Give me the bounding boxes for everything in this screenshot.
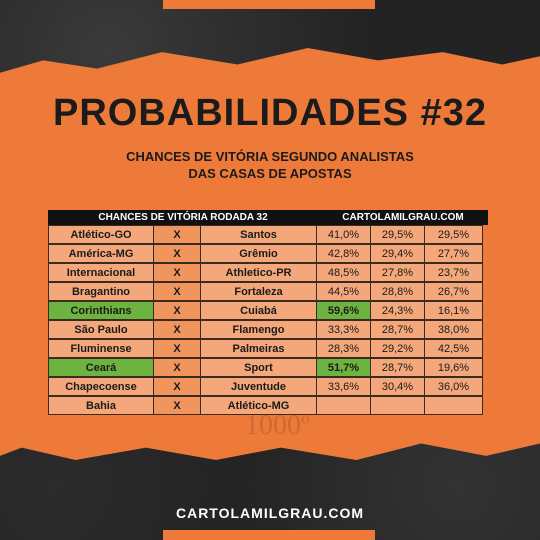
away-team-cell: Cuiabá xyxy=(200,301,317,320)
draw-prob-cell: 29,2% xyxy=(370,339,425,358)
home-team-cell: América-MG xyxy=(48,244,154,263)
versus-cell: X xyxy=(153,263,201,282)
away-team-cell: Santos xyxy=(200,225,317,244)
table-header-right: CARTOLAMILGRAU.COM xyxy=(342,212,464,223)
away-win-prob-cell: 16,1% xyxy=(424,301,483,320)
subtitle-line-1: CHANCES DE VITÓRIA SEGUNDO ANALISTAS xyxy=(126,149,414,164)
table-row: Ceará X Sport 51,7% 28,7% 19,6% xyxy=(48,358,488,377)
away-win-prob-cell: 38,0% xyxy=(424,320,483,339)
draw-prob-cell: 28,7% xyxy=(370,358,425,377)
away-team-cell: Flamengo xyxy=(200,320,317,339)
home-team-cell: Corinthians xyxy=(48,301,154,320)
home-team-cell: Internacional xyxy=(48,263,154,282)
home-team-cell: Chapecoense xyxy=(48,377,154,396)
away-win-prob-cell: 23,7% xyxy=(424,263,483,282)
versus-cell: X xyxy=(153,301,201,320)
home-win-prob-cell: 51,7% xyxy=(316,358,371,377)
table-row: Internacional X Athletico-PR 48,5% 27,8% 23,7… xyxy=(48,263,488,282)
versus-cell: X xyxy=(153,225,201,244)
draw-prob-cell: 24,3% xyxy=(370,301,425,320)
table-row: América-MG X Grêmio 42,8% 29,4% 27,7% xyxy=(48,244,488,263)
home-win-prob-cell: 48,5% xyxy=(316,263,371,282)
away-win-prob-cell: 36,0% xyxy=(424,377,483,396)
footer-site-url: CARTOLAMILGRAU.COM xyxy=(175,505,365,521)
home-team-cell: Atlético-GO xyxy=(48,225,154,244)
away-team-cell: Fortaleza xyxy=(200,282,317,301)
table-row: Atlético-GO X Santos 41,0% 29,5% 29,5% xyxy=(48,225,488,244)
top-accent-strip xyxy=(163,0,375,9)
home-win-prob-cell: 44,5% xyxy=(316,282,371,301)
versus-cell: X xyxy=(153,339,201,358)
away-team-cell: Atlético-MG xyxy=(200,396,317,415)
table-row: Corinthians X Cuiabá 59,6% 24,3% 16,1% xyxy=(48,301,488,320)
home-win-prob-cell: 28,3% xyxy=(316,339,371,358)
away-team-cell: Sport xyxy=(200,358,317,377)
home-win-prob-cell: 59,6% xyxy=(316,301,371,320)
subtitle-line-2: DAS CASAS DE APOSTAS xyxy=(188,166,352,181)
versus-cell: X xyxy=(153,320,201,339)
home-win-prob-cell: 41,0% xyxy=(316,225,371,244)
versus-cell: X xyxy=(153,282,201,301)
table-body: Atlético-GO X Santos 41,0% 29,5% 29,5% América… xyxy=(48,225,488,415)
away-team-cell: Palmeiras xyxy=(200,339,317,358)
away-win-prob-cell: 27,7% xyxy=(424,244,483,263)
probability-table: CHANCES DE VITÓRIA RODADA 32 CARTOLAMILG… xyxy=(48,210,488,415)
home-team-cell: Ceará xyxy=(48,358,154,377)
away-team-cell: Grêmio xyxy=(200,244,317,263)
table-row: Bragantino X Fortaleza 44,5% 28,8% 26,7% xyxy=(48,282,488,301)
table-row: São Paulo X Flamengo 33,3% 28,7% 38,0% xyxy=(48,320,488,339)
versus-cell: X xyxy=(153,396,201,415)
away-win-prob-cell: 19,6% xyxy=(424,358,483,377)
bottom-accent-strip xyxy=(163,530,375,540)
away-win-prob-cell: 29,5% xyxy=(424,225,483,244)
versus-cell: X xyxy=(153,358,201,377)
versus-cell: X xyxy=(153,377,201,396)
table-header: CHANCES DE VITÓRIA RODADA 32 CARTOLAMILG… xyxy=(48,210,488,225)
draw-prob-cell: 29,5% xyxy=(370,225,425,244)
page-title: PROBABILIDADES #32 xyxy=(53,92,487,134)
draw-prob-cell: 29,4% xyxy=(370,244,425,263)
home-win-prob-cell: 33,3% xyxy=(316,320,371,339)
home-team-cell: São Paulo xyxy=(48,320,154,339)
away-win-prob-cell: 42,5% xyxy=(424,339,483,358)
table-row: Bahia X Atlético-MG xyxy=(48,396,488,415)
draw-prob-cell: 28,7% xyxy=(370,320,425,339)
home-win-prob-cell: 42,8% xyxy=(316,244,371,263)
home-team-cell: Bahia xyxy=(48,396,154,415)
away-win-prob-cell xyxy=(424,396,483,415)
home-win-prob-cell: 33,6% xyxy=(316,377,371,396)
table-row: Chapecoense X Juventude 33,6% 30,4% 36,0% xyxy=(48,377,488,396)
draw-prob-cell: 30,4% xyxy=(370,377,425,396)
home-win-prob-cell xyxy=(316,396,371,415)
draw-prob-cell xyxy=(370,396,425,415)
draw-prob-cell: 27,8% xyxy=(370,263,425,282)
table-header-left: CHANCES DE VITÓRIA RODADA 32 xyxy=(98,212,268,223)
home-team-cell: Fluminense xyxy=(48,339,154,358)
draw-prob-cell: 28,8% xyxy=(370,282,425,301)
versus-cell: X xyxy=(153,244,201,263)
away-win-prob-cell: 26,7% xyxy=(424,282,483,301)
away-team-cell: Juventude xyxy=(200,377,317,396)
table-row: Fluminense X Palmeiras 28,3% 29,2% 42,5% xyxy=(48,339,488,358)
away-team-cell: Athletico-PR xyxy=(200,263,317,282)
home-team-cell: Bragantino xyxy=(48,282,154,301)
